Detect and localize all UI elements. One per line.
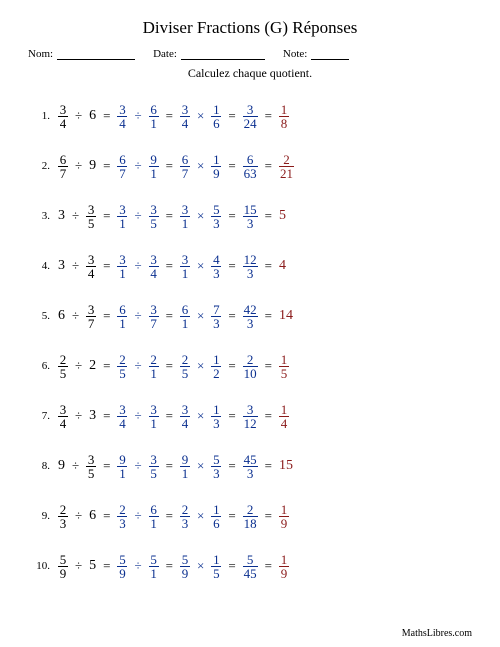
question-number: 6. <box>28 360 50 372</box>
instruction: Calculez chaque quotient. <box>28 66 472 81</box>
problem-row: 8. 9÷35=91÷35=91×53=453=15 <box>28 441 472 491</box>
problem-row: 4. 3÷34=31÷34=31×43=123=4 <box>28 241 472 291</box>
footer: MathsLibres.com <box>402 628 472 639</box>
question-number: 10. <box>28 560 50 572</box>
question-number: 9. <box>28 510 50 522</box>
question-number: 3. <box>28 210 50 222</box>
problem-list: 1. 34÷6=34÷61=34×16=324=18 2. 67÷9=67÷91=67… <box>28 91 472 591</box>
expression: 9÷35=91÷35=91×53=453=15 <box>58 453 293 480</box>
problem-row: 3. 3÷35=31÷35=31×53=153=5 <box>28 191 472 241</box>
question-number: 1. <box>28 110 50 122</box>
note-label: Note: <box>283 48 307 60</box>
expression: 59÷5=59÷51=59×15=545=19 <box>58 553 289 580</box>
date-label: Date: <box>153 48 177 60</box>
expression: 3÷35=31÷35=31×53=153=5 <box>58 203 286 230</box>
problem-row: 5. 6÷37=61÷37=61×73=423=14 <box>28 291 472 341</box>
question-number: 4. <box>28 260 50 272</box>
name-line <box>57 48 135 60</box>
expression: 6÷37=61÷37=61×73=423=14 <box>58 303 293 330</box>
expression: 67÷9=67÷91=67×19=663=221 <box>58 153 294 180</box>
problem-row: 10. 59÷5=59÷51=59×15=545=19 <box>28 541 472 591</box>
expression: 34÷6=34÷61=34×16=324=18 <box>58 103 289 130</box>
problem-row: 2. 67÷9=67÷91=67×19=663=221 <box>28 141 472 191</box>
expression: 34÷3=34÷31=34×13=312=14 <box>58 403 289 430</box>
question-number: 5. <box>28 310 50 322</box>
problem-row: 9. 23÷6=23÷61=23×16=218=19 <box>28 491 472 541</box>
date-line <box>181 48 265 60</box>
header-row: Nom: Date: Note: <box>28 48 472 60</box>
note-line <box>311 48 349 60</box>
expression: 25÷2=25÷21=25×12=210=15 <box>58 353 289 380</box>
question-number: 7. <box>28 410 50 422</box>
question-number: 8. <box>28 460 50 472</box>
question-number: 2. <box>28 160 50 172</box>
problem-row: 1. 34÷6=34÷61=34×16=324=18 <box>28 91 472 141</box>
name-label: Nom: <box>28 48 53 60</box>
expression: 23÷6=23÷61=23×16=218=19 <box>58 503 289 530</box>
problem-row: 7. 34÷3=34÷31=34×13=312=14 <box>28 391 472 441</box>
expression: 3÷34=31÷34=31×43=123=4 <box>58 253 286 280</box>
page-title: Diviser Fractions (G) Réponses <box>28 18 472 38</box>
problem-row: 6. 25÷2=25÷21=25×12=210=15 <box>28 341 472 391</box>
